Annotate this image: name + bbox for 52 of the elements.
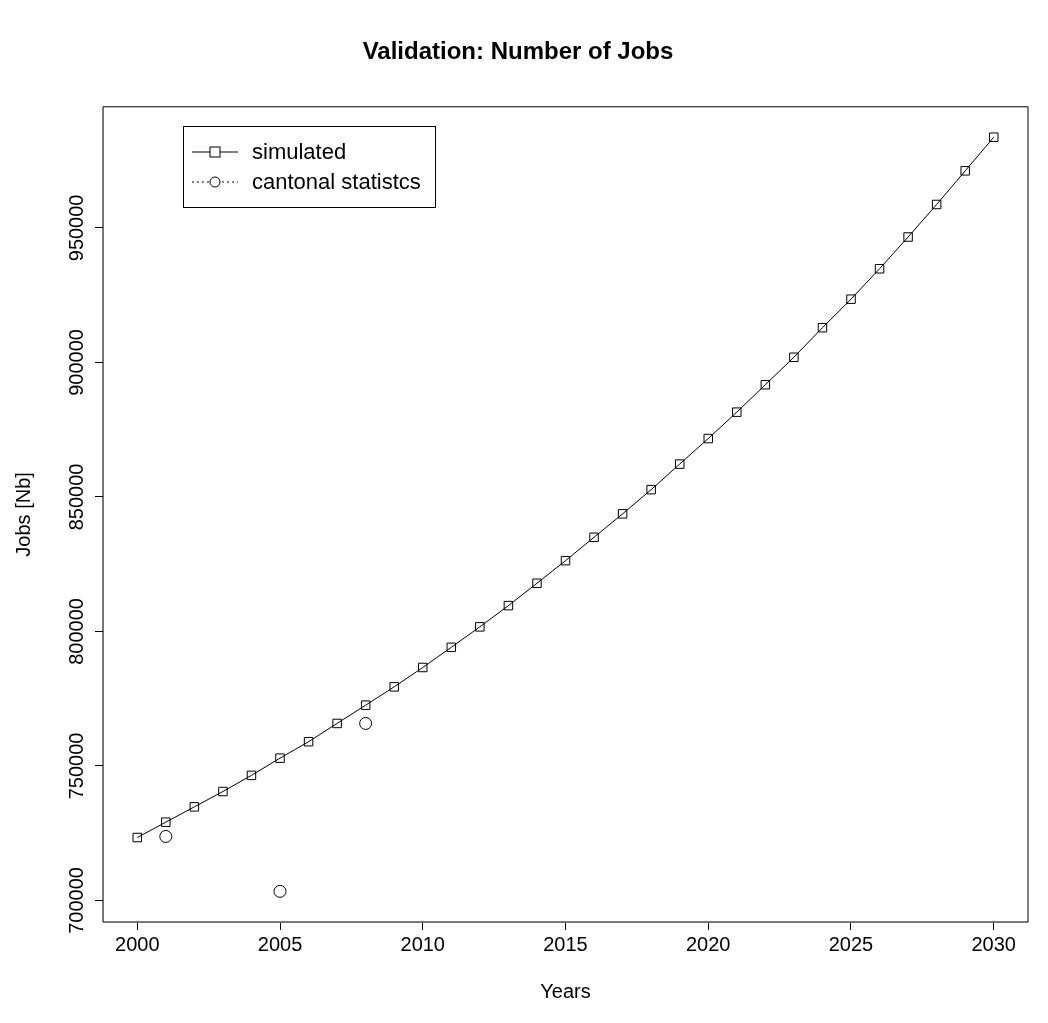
point <box>703 433 713 444</box>
x-tick-label: 2005 <box>257 932 303 955</box>
point <box>246 770 257 781</box>
point <box>732 407 742 417</box>
point <box>617 509 628 519</box>
point <box>332 718 342 729</box>
chart-title: Validation: Number of Jobs <box>362 37 674 65</box>
point <box>674 459 685 469</box>
x-tick-label: 2010 <box>400 932 445 955</box>
point <box>360 700 371 710</box>
point <box>931 199 942 210</box>
point <box>589 532 599 543</box>
point <box>161 817 171 827</box>
point <box>817 322 828 333</box>
y-tick-label: 900000 <box>64 329 87 396</box>
point <box>760 379 771 390</box>
point <box>418 662 428 673</box>
legend-label: simulated <box>252 138 347 166</box>
x-tick-label: 2020 <box>686 932 731 955</box>
point <box>275 753 285 763</box>
point <box>789 352 799 363</box>
y-axis-title: Jobs [Nb] <box>11 472 34 557</box>
point <box>646 484 656 495</box>
point <box>874 264 885 274</box>
point <box>359 716 373 730</box>
y-tick-label: 850000 <box>64 463 87 531</box>
point <box>446 642 457 653</box>
y-tick-label: 700000 <box>64 867 87 934</box>
point <box>132 832 142 843</box>
y-tick-label: 800000 <box>64 598 87 665</box>
point <box>532 578 542 589</box>
x-tick-label: 2015 <box>543 932 588 955</box>
y-tick-label: 950000 <box>64 194 87 262</box>
point <box>218 786 228 797</box>
point <box>273 884 287 898</box>
point <box>389 682 399 692</box>
point <box>846 294 856 304</box>
x-axis-title: Years <box>540 979 591 1002</box>
point <box>960 166 970 176</box>
point <box>159 829 173 843</box>
y-tick-label: 750000 <box>64 732 87 800</box>
point <box>503 600 514 611</box>
point <box>475 622 485 632</box>
point <box>560 555 571 566</box>
x-tick-label: 2025 <box>828 932 874 955</box>
x-tick-label: 2000 <box>115 932 160 955</box>
point <box>189 802 200 812</box>
x-tick-label: 2030 <box>971 932 1016 955</box>
point <box>303 737 314 747</box>
legend-label: cantonal statistcs <box>252 168 421 196</box>
point <box>989 132 999 142</box>
point <box>903 232 913 242</box>
